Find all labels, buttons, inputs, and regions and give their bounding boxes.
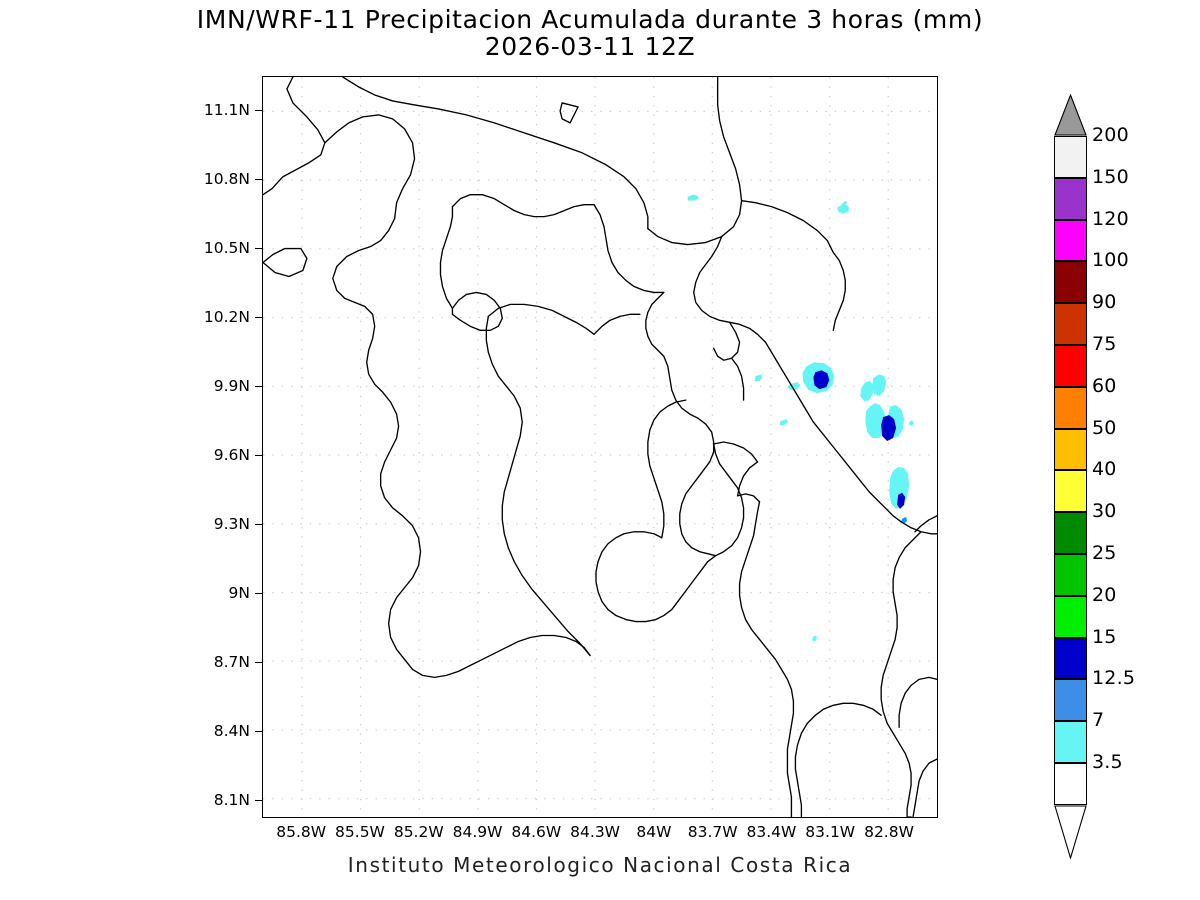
chart-subtitle: 2026-03-11 12Z [484, 32, 696, 61]
y-axis-tick-label: 8.7N [213, 652, 250, 671]
colorbar-band [1054, 428, 1087, 471]
precipitation-shading [687, 194, 915, 642]
colorbar-tick-label: 60 [1092, 374, 1117, 397]
colorbar-tick-label: 40 [1092, 458, 1117, 481]
colorbar-tick-label: 25 [1092, 542, 1117, 564]
colorbar-tick-label: 12.5 [1092, 667, 1136, 690]
x-axis-tick-label: 84W [636, 823, 672, 841]
colorbar-band [1054, 345, 1087, 387]
colorbar-band [1054, 136, 1087, 178]
colorbar-band [1054, 303, 1087, 345]
x-axis-tick-label: 82.8W [864, 823, 914, 841]
x-axis-tick-label: 84.9W [452, 823, 503, 841]
x-axis-tick-label: 84.6W [511, 823, 562, 841]
x-axis-tick-label: 84.3W [570, 823, 621, 841]
footer-credit: Instituto Meteorologico Nacional Costa R… [347, 853, 853, 877]
x-axis-tick-label: 85.8W [276, 823, 327, 841]
chart-title: IMN/WRF-11 Precipitacion Acumulada duran… [196, 5, 984, 34]
x-axis-tick-label: 83.7W [687, 823, 738, 841]
colorbar-tick-label: 120 [1092, 207, 1129, 230]
colorbar-band [1054, 721, 1087, 763]
colorbar-tick-label: 3.5 [1092, 751, 1123, 773]
colorbar-tick-label: 150 [1092, 165, 1129, 188]
x-axis-tick-label: 85.5W [335, 823, 385, 841]
colorbar-tick-label: 20 [1092, 583, 1117, 606]
coastline-paths [263, 77, 937, 817]
y-axis-tick-label: 11.1N [203, 101, 250, 120]
colorbar-band [1054, 219, 1087, 262]
colorbar-tick-label: 7 [1092, 709, 1105, 732]
y-axis-tick-mark [255, 799, 262, 801]
colorbar-band [1054, 637, 1087, 680]
colorbar-band [1054, 679, 1087, 722]
colorbar-extend-high-arrow [1054, 94, 1087, 136]
colorbar-band [1054, 177, 1087, 220]
colorbar-tick-label: 75 [1092, 333, 1117, 355]
map-plot-area [262, 76, 938, 818]
y-axis-tick-mark [255, 110, 262, 112]
colorbar-band [1054, 470, 1087, 513]
y-axis-tick-label: 8.4N [213, 721, 250, 740]
chart-title-block: IMN/WRF-11 Precipitacion Acumulada duran… [0, 6, 1180, 60]
x-axis-tick-label: 85.2W [393, 823, 444, 841]
y-axis-tick-label: 9.3N [213, 514, 250, 533]
colorbar-tick-label: 30 [1092, 500, 1117, 523]
y-axis-tick-mark [255, 179, 262, 181]
colorbar-tick-label: 100 [1092, 249, 1129, 272]
y-axis-tick-label: 10.2N [203, 308, 250, 327]
colorbar-tick-label: 90 [1092, 291, 1117, 314]
y-axis-tick-mark [255, 730, 262, 732]
colorbar: 200 150 120 100 90 75 60 50 40 30 25 20 15 12.5 7 3.5 [1054, 94, 1135, 859]
x-axis-tick-label: 83.1W [805, 823, 856, 841]
y-axis-tick-label: 9.9N [213, 377, 250, 396]
map-canvas [263, 77, 937, 817]
y-axis-tick-mark [255, 248, 262, 250]
y-axis-tick-label: 10.8N [203, 170, 250, 189]
y-axis-tick-label: 9N [228, 583, 250, 602]
colorbar-tick-label: 15 [1092, 625, 1117, 648]
colorbar-band [1054, 595, 1087, 638]
colorbar-tick-label: 200 [1092, 124, 1129, 146]
colorbar-band [1054, 512, 1087, 554]
colorbar-tick-label: 50 [1092, 416, 1117, 439]
y-axis-tick-mark [255, 386, 262, 388]
y-axis-tick-label: 10.5N [203, 239, 250, 258]
y-axis-tick-label: 9.6N [213, 446, 250, 465]
y-axis-tick-mark [255, 317, 262, 319]
y-axis-tick-mark [255, 592, 262, 594]
colorbar-band [1054, 386, 1087, 429]
y-axis-tick-mark [255, 661, 262, 663]
y-axis-tick-label: 8.1N [213, 790, 250, 809]
colorbar-extend-low-arrow [1054, 805, 1087, 859]
colorbar-band [1054, 554, 1087, 596]
y-axis-tick-mark [255, 523, 262, 525]
y-axis-tick-mark [255, 455, 262, 457]
colorbar-band [1054, 261, 1087, 304]
x-axis-tick-label: 83.4W [746, 823, 797, 841]
colorbar-band [1054, 763, 1087, 805]
map-gridlines [263, 77, 937, 817]
